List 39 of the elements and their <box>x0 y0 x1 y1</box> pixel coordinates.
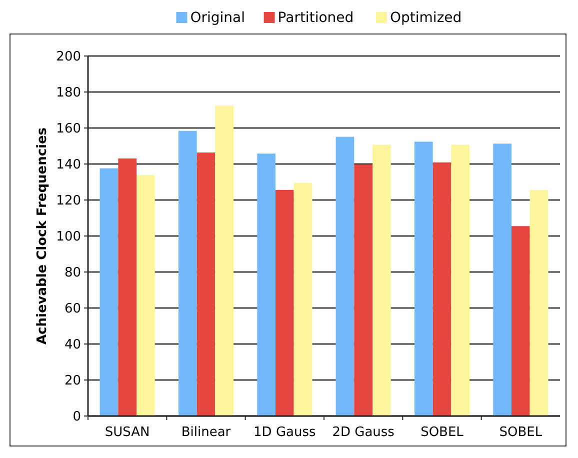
bar <box>118 158 137 416</box>
x-tick-label: 1D Gauss <box>254 425 316 440</box>
y-tick-label: 60 <box>64 302 81 317</box>
bar <box>372 144 391 416</box>
bar <box>414 142 433 416</box>
bar <box>215 106 234 416</box>
bar <box>275 190 294 416</box>
y-axis-title: Achievable Clock Frequencies <box>35 127 50 345</box>
y-tick-label: 40 <box>64 338 81 353</box>
y-tick-label: 120 <box>56 194 81 209</box>
bar <box>336 136 354 416</box>
legend-label: Optimized <box>390 10 462 26</box>
bar <box>294 182 312 416</box>
x-tick-label: SOBEL <box>499 425 543 440</box>
bar <box>432 162 452 416</box>
legend-label: Original <box>190 10 245 26</box>
bar <box>354 164 373 416</box>
bar <box>178 130 197 416</box>
x-tick-label: Bilinear <box>181 425 232 440</box>
y-tick-label: 0 <box>72 410 81 425</box>
y-tick-label: 160 <box>56 122 81 137</box>
y-tick-label: 200 <box>56 50 81 65</box>
y-tick-label: 20 <box>64 374 81 389</box>
bar <box>451 144 470 416</box>
bar <box>530 190 548 416</box>
y-tick-label: 140 <box>56 158 81 173</box>
bar <box>493 144 512 416</box>
bar <box>100 168 118 416</box>
y-tick-label: 180 <box>56 86 81 101</box>
bar <box>511 226 530 416</box>
bar <box>257 154 276 416</box>
bar <box>196 152 216 416</box>
y-tick-label: 80 <box>64 266 81 281</box>
x-tick-label: 2D Gauss <box>332 425 395 440</box>
x-tick-label: SOBEL <box>420 425 464 440</box>
legend-label: Partitioned <box>278 10 354 26</box>
y-tick-label: 100 <box>56 230 81 245</box>
bar <box>136 175 155 416</box>
x-tick-label: SUSAN <box>104 425 150 440</box>
